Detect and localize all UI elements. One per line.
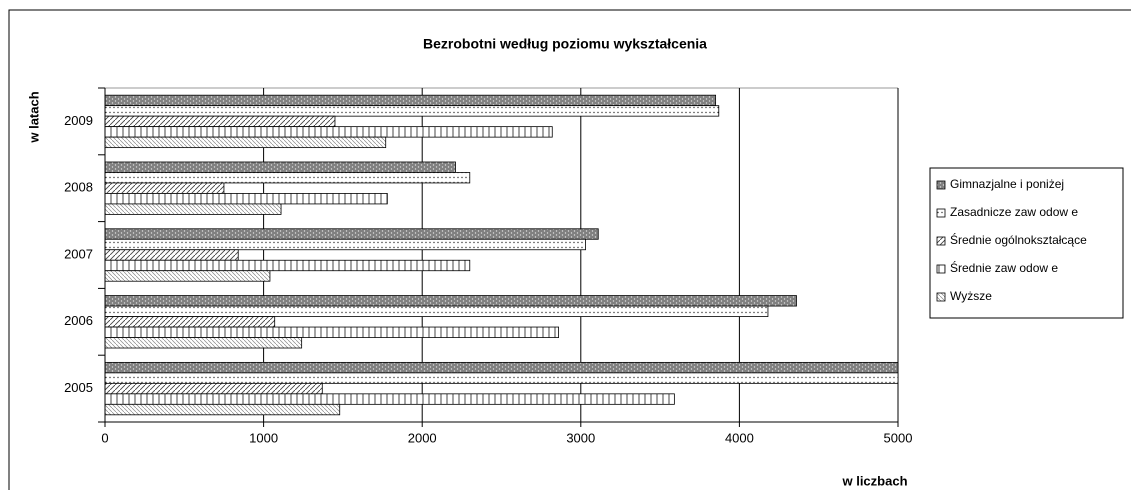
legend-label: Średnie ogólnokształcące bbox=[950, 232, 1087, 247]
bar bbox=[105, 326, 559, 338]
y-tick-label: 2008 bbox=[64, 180, 93, 195]
legend-swatch bbox=[936, 264, 946, 274]
bar bbox=[105, 337, 303, 349]
bar bbox=[105, 361, 899, 374]
y-tick-label: 2007 bbox=[64, 246, 93, 261]
x-tick-label: 5000 bbox=[884, 430, 913, 445]
bar bbox=[105, 115, 336, 128]
bar bbox=[105, 305, 769, 317]
x-tick-label: 4000 bbox=[725, 430, 754, 445]
bar bbox=[105, 270, 271, 282]
bar bbox=[105, 105, 720, 117]
chart-frame bbox=[8, 9, 1131, 490]
x-tick-label: 3000 bbox=[566, 430, 595, 445]
bar bbox=[105, 372, 899, 384]
legend-label: Średnie zaw odow e bbox=[950, 260, 1058, 275]
plot-bars bbox=[105, 94, 899, 416]
bar bbox=[105, 193, 388, 205]
bar bbox=[105, 249, 239, 261]
x-tick-label: 0 bbox=[101, 430, 108, 445]
legend-swatch bbox=[936, 236, 946, 246]
bar bbox=[105, 295, 797, 307]
legend-label: Gimnazjalne i poniżej bbox=[950, 177, 1064, 191]
x-axis-label: w liczbach bbox=[841, 473, 907, 488]
y-tick-label: 2005 bbox=[64, 380, 93, 395]
bar bbox=[105, 403, 341, 416]
bar bbox=[105, 161, 456, 173]
bar bbox=[105, 228, 599, 240]
chart-title: Bezrobotni według poziomu wykształcenia bbox=[423, 36, 707, 52]
bar bbox=[105, 238, 586, 251]
bar bbox=[105, 182, 225, 194]
legend-swatch bbox=[936, 208, 946, 218]
y-tick-label: 2009 bbox=[64, 113, 93, 128]
bar bbox=[105, 259, 471, 272]
legend-label: Wyższe bbox=[950, 289, 992, 303]
y-tick-label: 2006 bbox=[64, 313, 93, 328]
bar bbox=[105, 94, 717, 107]
y-axis-label: w latach bbox=[26, 91, 41, 143]
legend-swatch bbox=[936, 292, 946, 302]
bar bbox=[105, 316, 276, 328]
bar bbox=[105, 126, 553, 138]
bar bbox=[105, 172, 471, 184]
bar bbox=[105, 382, 323, 395]
legend-swatch bbox=[936, 180, 946, 190]
legend-box bbox=[929, 167, 1124, 319]
bar bbox=[105, 203, 282, 215]
bar bbox=[105, 136, 387, 149]
x-tick-label: 2000 bbox=[408, 430, 437, 445]
legend-label: Zasadnicze zaw odow e bbox=[950, 205, 1078, 219]
x-tick-label: 1000 bbox=[249, 430, 278, 445]
bar bbox=[105, 393, 675, 405]
